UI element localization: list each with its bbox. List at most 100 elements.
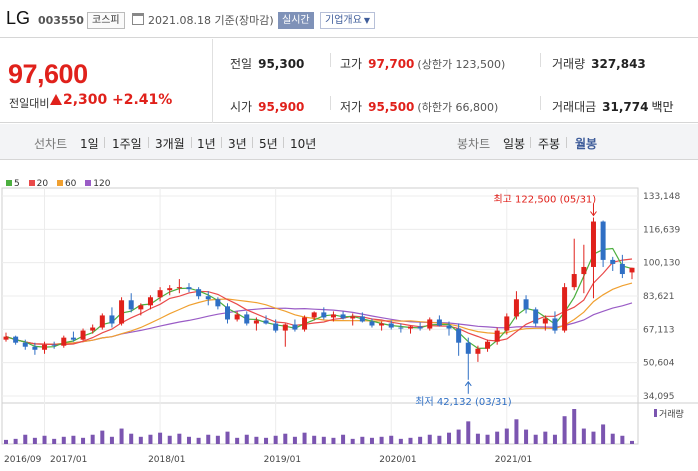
divider bbox=[191, 137, 192, 148]
volume-bar bbox=[533, 434, 538, 444]
volume-bar bbox=[206, 434, 211, 444]
candle-body bbox=[533, 309, 539, 324]
candle-chart-label: 봉차트 bbox=[457, 137, 491, 151]
company-info-dropdown[interactable]: 기업개요 ▼ bbox=[320, 12, 375, 29]
legend-ma60: 60 bbox=[56, 179, 77, 189]
tab-1y[interactable]: 1년 bbox=[197, 137, 216, 151]
volume-bar bbox=[292, 436, 297, 444]
candle-body bbox=[234, 314, 240, 320]
high-price: 고가 97,700 (상한가 123,500) bbox=[340, 55, 505, 72]
candle-body bbox=[494, 330, 500, 342]
candle-body bbox=[417, 326, 423, 329]
candle-body bbox=[407, 326, 413, 329]
company-info-label: 기업개요 bbox=[325, 15, 362, 26]
volume-bar bbox=[504, 428, 509, 444]
tab-weekly[interactable]: 주봉 bbox=[538, 137, 561, 151]
volume-bar bbox=[158, 432, 163, 444]
change-value: 2,300 bbox=[63, 92, 108, 108]
high-value: 97,700 bbox=[368, 57, 415, 71]
legend-ma60-label: 60 bbox=[64, 179, 77, 189]
tab-daily[interactable]: 일봉 bbox=[503, 137, 526, 151]
volume-bar bbox=[244, 434, 249, 444]
y-tick-label: 100,130 bbox=[643, 259, 680, 269]
line-chart-label: 선차트 bbox=[34, 137, 68, 151]
candle-body bbox=[302, 317, 308, 330]
divider bbox=[330, 96, 331, 110]
price-chart[interactable]: 5 20 60 120 133,148 116,639 100,130 83,621 6… bbox=[0, 161, 698, 471]
tab-5y[interactable]: 5년 bbox=[259, 137, 278, 151]
candle-body bbox=[475, 348, 481, 354]
stock-name: LG bbox=[6, 8, 31, 28]
volume-bar bbox=[456, 429, 461, 444]
market-badge: 코스피 bbox=[87, 12, 125, 29]
volume-bar bbox=[109, 436, 114, 444]
date-basis: 2021.08.18 기준(장마감) bbox=[148, 14, 274, 27]
candle-body bbox=[610, 259, 616, 264]
tab-monthly[interactable]: 월봉 bbox=[575, 137, 598, 151]
legend-ma20: 20 bbox=[28, 179, 48, 189]
volume-bar bbox=[81, 437, 86, 444]
chevron-down-icon: ▼ bbox=[363, 16, 370, 25]
realtime-button[interactable]: 실시간 bbox=[278, 12, 314, 29]
tab-10y[interactable]: 10년 bbox=[290, 137, 317, 151]
volume-bar bbox=[129, 433, 134, 444]
low-arrow-head bbox=[464, 380, 472, 387]
change-label: 전일대비 bbox=[9, 97, 50, 110]
y-tick-label: 116,639 bbox=[643, 225, 680, 235]
candle-body bbox=[51, 344, 57, 346]
candle-body bbox=[562, 287, 568, 331]
candle-body bbox=[22, 342, 28, 347]
volume-bar bbox=[138, 436, 143, 444]
tab-1w[interactable]: 1주일 bbox=[112, 137, 142, 151]
candle-body bbox=[3, 336, 9, 340]
up-arrow-icon bbox=[50, 94, 62, 105]
divider bbox=[104, 137, 105, 148]
volume-bar bbox=[610, 433, 615, 444]
candle-body bbox=[273, 323, 279, 331]
volume-bar bbox=[148, 434, 153, 444]
volume-bar bbox=[418, 436, 423, 444]
volume-bar bbox=[379, 436, 384, 444]
candle-body bbox=[456, 328, 462, 343]
price-summary: 97,600 전일대비 2,300 +2.41% 전일 95,300 고가 97,7… bbox=[0, 39, 698, 123]
volume-bar bbox=[630, 440, 634, 444]
candle-body bbox=[61, 337, 67, 346]
low-annotation: 최저 42,132 (03/31) bbox=[415, 396, 511, 408]
candle-body bbox=[263, 320, 269, 324]
divider bbox=[566, 137, 567, 148]
amount-label: 거래대금 bbox=[552, 100, 597, 114]
y-tick-label: 67,113 bbox=[643, 325, 675, 335]
ma-line-ma20 bbox=[5, 258, 633, 346]
volume-bar bbox=[100, 430, 105, 444]
volume-bar bbox=[389, 435, 394, 444]
volume-bar bbox=[186, 436, 191, 444]
volume-bar bbox=[225, 431, 230, 444]
candle-body bbox=[196, 289, 202, 297]
volume-bar bbox=[283, 433, 288, 444]
candle-body bbox=[485, 341, 491, 349]
candle-body bbox=[542, 318, 548, 324]
divider bbox=[252, 137, 253, 148]
candle-body bbox=[388, 323, 394, 328]
volume-bar bbox=[32, 437, 37, 444]
volume-bar bbox=[620, 435, 625, 444]
candle-body bbox=[70, 337, 76, 340]
x-tick-label: 2017/01 bbox=[50, 455, 87, 465]
volume-bar bbox=[321, 436, 326, 444]
tab-3m[interactable]: 3개월 bbox=[155, 137, 185, 151]
candle-body bbox=[167, 288, 173, 291]
candle-body bbox=[552, 318, 558, 331]
tab-3y[interactable]: 3년 bbox=[228, 137, 247, 151]
candle-body bbox=[282, 324, 288, 331]
candle-body bbox=[523, 299, 529, 310]
volume-bar bbox=[408, 437, 413, 444]
tab-1d[interactable]: 1일 bbox=[80, 137, 99, 151]
volume: 거래량 327,843 bbox=[552, 55, 646, 72]
volume-bar bbox=[196, 437, 201, 444]
volume-bar bbox=[398, 438, 403, 444]
volume-bar bbox=[524, 429, 529, 444]
volume-bar bbox=[302, 432, 307, 444]
volume-bar bbox=[42, 435, 47, 444]
volume-bar bbox=[23, 434, 28, 444]
candle-body bbox=[321, 312, 327, 318]
